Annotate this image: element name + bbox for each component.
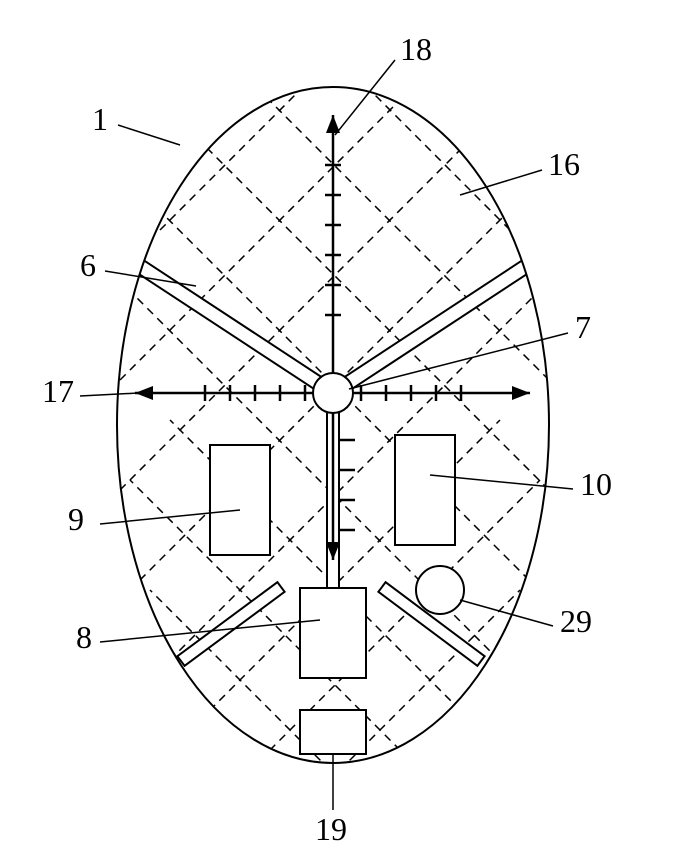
label-16: 16 [548, 146, 580, 182]
leader-17 [80, 393, 138, 396]
patent-figure: 1 18 16 6 7 17 10 9 29 8 19 [0, 0, 698, 857]
spoke-lower-left [177, 582, 284, 666]
rect-r19 [300, 710, 366, 754]
circle-29 [416, 566, 464, 614]
rect-r8 [300, 588, 366, 678]
label-17: 17 [42, 373, 74, 409]
rect-r10 [395, 435, 455, 545]
leader-16 [460, 170, 542, 195]
ellipse-interior [120, 50, 549, 800]
leader-29 [460, 600, 553, 626]
leader-1 [118, 125, 180, 145]
rect-r9 [210, 445, 270, 555]
label-9: 9 [68, 501, 84, 537]
label-29: 29 [560, 603, 592, 639]
label-19: 19 [315, 811, 347, 847]
axis-right-arrow [512, 386, 530, 400]
hub-circle [313, 373, 353, 413]
axes [135, 115, 530, 560]
label-18: 18 [400, 31, 432, 67]
label-10: 10 [580, 466, 612, 502]
spoke-top-right [329, 255, 538, 399]
label-7: 7 [575, 309, 591, 345]
label-1: 1 [92, 101, 108, 137]
label-6: 6 [80, 247, 96, 283]
label-8: 8 [76, 619, 92, 655]
